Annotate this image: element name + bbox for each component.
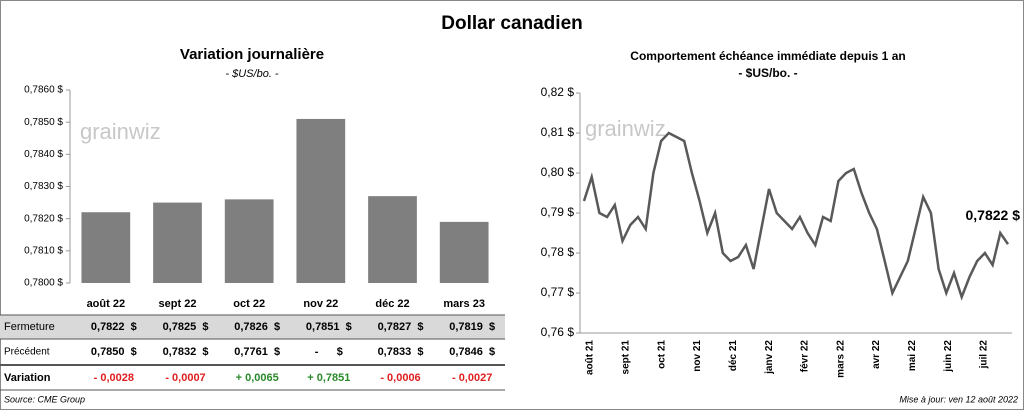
- y-tick-label: 0,81 $: [541, 125, 575, 139]
- y-tick-label: 0,7850 $: [24, 117, 63, 128]
- bar: [153, 202, 202, 283]
- cell: 0,7819 $: [449, 321, 495, 333]
- y-tick-label: 0,7810 $: [24, 245, 63, 256]
- cell: - 0,0007: [165, 372, 205, 384]
- x-tick-label: oct 21: [656, 340, 667, 369]
- x-tick-label: oct 22: [233, 298, 265, 310]
- watermark: grainwiz: [80, 119, 161, 144]
- row-label: Précédent: [4, 347, 50, 358]
- cell: 0,7826 $: [234, 321, 280, 333]
- x-tick-label: mai 22: [907, 340, 918, 372]
- x-tick-label: sept 22: [159, 298, 197, 310]
- x-tick-label: sept 21: [620, 340, 631, 375]
- x-tick-label: mars 23: [443, 298, 485, 310]
- cell: 0,7833 $: [378, 346, 424, 358]
- cell: - 0,0006: [380, 372, 420, 384]
- cell: 0,7761 $: [234, 346, 280, 358]
- chart-subtitle: - $US/bo. -: [738, 66, 797, 80]
- x-tick-label: nov 22: [303, 298, 338, 310]
- bar: [224, 199, 274, 283]
- bar: [296, 118, 346, 283]
- cell: 0,7846 $: [449, 346, 495, 358]
- y-tick-label: 0,7860 $: [24, 85, 63, 96]
- cell: - $: [315, 346, 343, 358]
- page-title: Dollar canadien: [441, 13, 583, 34]
- line: [582, 131, 1010, 301]
- cell: 0,7851 $: [306, 321, 352, 333]
- cell: 0,7832 $: [163, 346, 209, 358]
- cell: 0,7827 $: [378, 321, 424, 333]
- y-tick-label: 0,7820 $: [24, 213, 63, 224]
- source: Source: CME Group: [4, 394, 85, 404]
- y-tick-label: 0,7840 $: [24, 149, 63, 160]
- cell: - 0,0028: [94, 372, 134, 384]
- x-tick-label: avr 22: [871, 340, 882, 369]
- y-tick-label: 0,76 $: [541, 325, 575, 339]
- bar: [368, 196, 417, 283]
- bar: [81, 212, 131, 283]
- x-tick-label: nov 21: [692, 340, 703, 372]
- x-tick-label: août 21: [585, 340, 596, 375]
- row-label: Variation: [4, 372, 51, 384]
- x-tick-label: août 22: [87, 298, 126, 310]
- y-tick-label: 0,7830 $: [24, 181, 63, 192]
- x-tick-label: juin 22: [943, 340, 954, 373]
- y-tick-label: 0,82 $: [541, 85, 575, 99]
- cell: 0,7825 $: [163, 321, 209, 333]
- cell: 0,7822 $: [91, 321, 137, 333]
- x-tick-label: juil 22: [979, 340, 990, 370]
- chart-title: Comportement échéance immédiate depuis 1…: [630, 49, 905, 63]
- x-tick-label: janv 22: [764, 340, 775, 375]
- cell: - 0,0027: [452, 372, 492, 384]
- y-tick-label: 0,77 $: [541, 285, 575, 299]
- cell: 0,7850 $: [91, 346, 137, 358]
- y-tick-label: 0,7800 $: [24, 278, 63, 289]
- chart-subtitle: - $US/bo. -: [225, 68, 279, 80]
- y-tick-label: 0,80 $: [541, 165, 575, 179]
- x-tick-label: févr 22: [800, 340, 811, 373]
- x-tick-label: déc 22: [375, 298, 409, 310]
- updated: Mise à jour: ven 12 août 2022: [899, 394, 1018, 404]
- x-tick-label: mars 22: [835, 340, 846, 378]
- row-bg: [0, 315, 505, 339]
- y-tick-label: 0,79 $: [541, 205, 575, 219]
- cell: + 0,0065: [236, 372, 279, 384]
- chart-title: Variation journalière: [180, 46, 324, 63]
- bar: [439, 221, 489, 283]
- y-tick-label: 0,78 $: [541, 245, 575, 259]
- annotation: 0,7822 $: [966, 207, 1021, 223]
- x-tick-label: déc 21: [728, 340, 739, 372]
- watermark: grainwiz: [585, 116, 666, 141]
- cell: + 0,7851: [307, 372, 350, 384]
- row-label: Fermeture: [4, 321, 55, 333]
